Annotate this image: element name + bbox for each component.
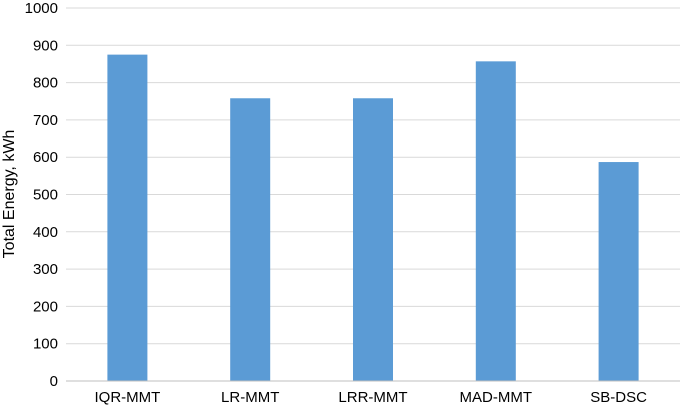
x-tick-label: LRR-MMT [338,389,407,405]
y-tick-label: 400 [33,224,58,241]
y-tick-label: 900 [33,37,58,54]
y-axis-title: Total Energy, kWh [1,130,18,259]
bars [107,54,639,382]
y-tick-labels: 0 100 200 300 400 500 600 700 800 900 1000 [25,0,58,390]
bar-lr-mmt [230,98,271,382]
y-tick-label: 800 [33,75,58,92]
bar-sb-dsc [598,162,639,381]
bar-lrr-mmt [353,98,393,382]
y-tick-label: 100 [33,336,58,353]
x-tick-labels: IQR-MMT LR-MMT LRR-MMT MAD-MMT SB-DSC [94,389,647,405]
y-tick-label: 700 [33,112,58,129]
y-tick-label: 200 [33,298,58,315]
y-tick-label: 300 [33,261,58,278]
x-tick-label: MAD-MMT [460,389,532,405]
x-tick-label: SB-DSC [590,389,647,405]
bar-iqr-mmt [107,54,148,381]
bar-mad-mmt [475,61,516,382]
y-tick-label: 0 [50,373,58,390]
y-tick-label: 600 [33,149,58,166]
x-tick-label: LR-MMT [221,389,279,405]
y-tick-label: 1000 [25,0,58,17]
x-tick-label: IQR-MMT [94,389,160,405]
y-tick-label: 500 [33,187,58,204]
